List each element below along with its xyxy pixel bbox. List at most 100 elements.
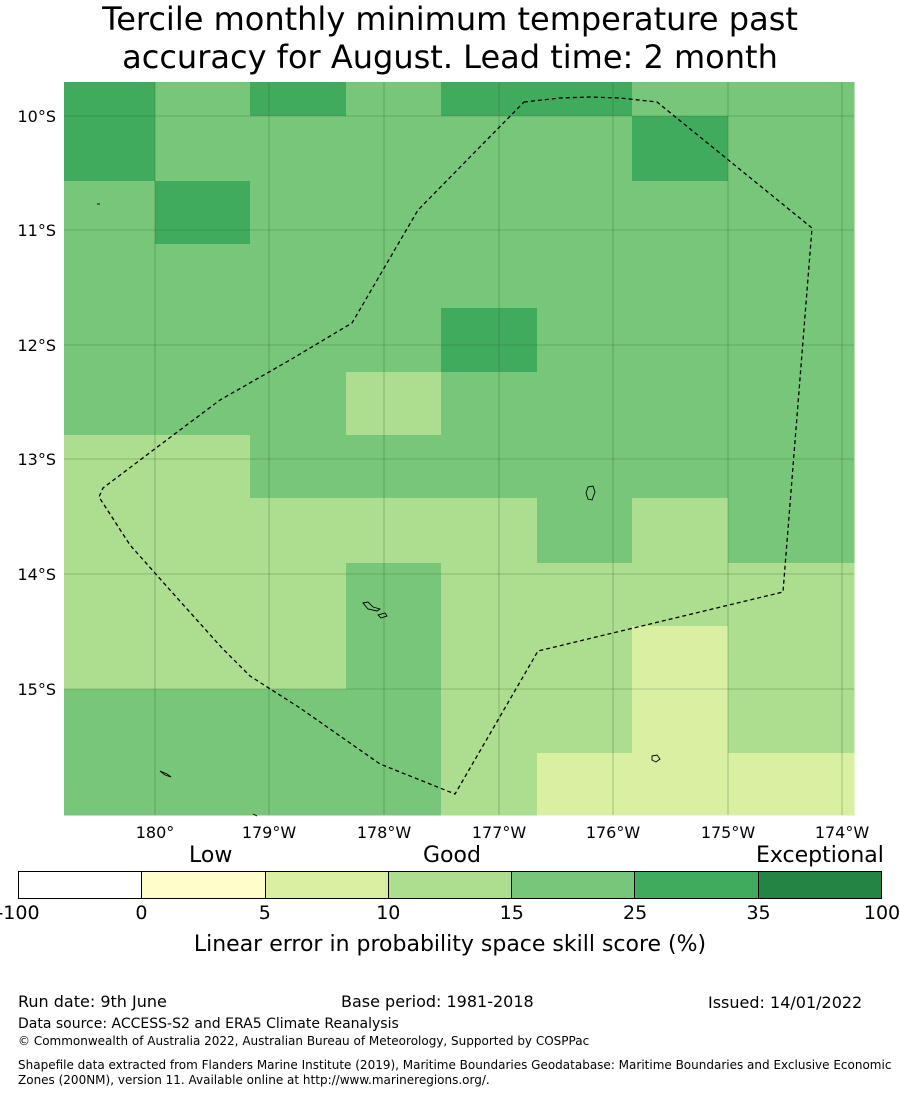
eez-boundary	[98, 96, 813, 795]
grid-cell	[64, 435, 156, 499]
base-period: Base period: 1981-2018	[341, 992, 534, 1011]
colorbar-label: Linear error in probability space skill …	[193, 932, 707, 957]
colorbar-tick-label: 15	[499, 902, 524, 924]
latitude-label: 10°S	[17, 107, 56, 126]
grid-cell	[632, 82, 729, 117]
grid-cell	[346, 689, 442, 754]
grid-cell	[728, 435, 855, 499]
title-line-1: Tercile monthly minimum temperature past	[102, 0, 798, 38]
colorbar-tick-label: 10	[376, 902, 401, 924]
grid-cell	[728, 181, 855, 245]
grid-cell	[250, 372, 347, 436]
grid-cell	[537, 498, 633, 564]
grid-cell	[537, 753, 633, 816]
legend-category-low: Low	[189, 843, 233, 868]
map-title: Tercile monthly minimum temperature past…	[0, 0, 900, 76]
longitude-label: 174°W	[815, 823, 870, 840]
grid-cell	[537, 435, 633, 499]
latitude-label: 14°S	[17, 565, 56, 584]
grid-cell	[346, 435, 442, 499]
grid-cell	[155, 244, 251, 309]
grid-cell	[441, 626, 538, 690]
colorbar-tick-label: 25	[623, 902, 648, 924]
grid-cell	[728, 372, 855, 436]
grid-cell	[441, 563, 538, 627]
grid-cell	[64, 82, 156, 117]
grid-cell	[155, 181, 251, 245]
colorbar-segment	[19, 872, 143, 898]
grid-cell	[537, 181, 633, 245]
grid-cell	[250, 244, 347, 309]
grid-cell	[728, 498, 855, 564]
grid-cell	[537, 626, 633, 690]
grid-cell	[537, 689, 633, 754]
grid-cell	[64, 372, 156, 436]
island-islet-southwest	[159, 770, 172, 778]
grid-cell	[728, 308, 855, 373]
grid-cell	[346, 372, 442, 436]
grid-cell	[728, 82, 855, 117]
grid-cell	[441, 116, 538, 182]
grid-cell	[537, 82, 633, 117]
grid-cell	[250, 498, 347, 564]
shapefile-credit: Shapefile data extracted from Flanders M…	[18, 1058, 892, 1087]
grid-cell	[155, 116, 251, 182]
grid-cell	[441, 82, 538, 117]
copyright: © Commonwealth of Australia 2022, Austra…	[18, 1034, 590, 1048]
grid-cell	[728, 689, 855, 754]
skill-grid	[64, 82, 855, 816]
grid-cell	[346, 626, 442, 690]
grid-cell	[64, 308, 156, 373]
grid-cell	[155, 372, 251, 436]
colorbar-tick-label: 100	[863, 902, 900, 924]
grid-cell	[632, 244, 729, 309]
grid-cell	[155, 753, 251, 816]
grid-cell	[632, 626, 729, 690]
latitude-label: 12°S	[17, 336, 56, 355]
grid-cell	[250, 435, 347, 499]
grid-cell	[728, 116, 855, 182]
title-line-2: accuracy for August. Lead time: 2 month	[122, 38, 778, 76]
colorbar	[18, 871, 882, 899]
latitude-label: 13°S	[17, 450, 56, 469]
island-nukufetau-islet	[377, 612, 388, 619]
run-date: Run date: 9th June	[18, 992, 167, 1011]
colorbar-tick-label: 5	[258, 902, 271, 924]
legend-category-good: Good	[423, 843, 481, 868]
grid-cell	[632, 308, 729, 373]
colorbar-tick-label: -100	[0, 902, 40, 924]
grid-cell	[64, 689, 156, 754]
legend-category-exceptional: Exceptional	[756, 843, 884, 868]
grid-cell	[250, 116, 347, 182]
grid-cell	[632, 372, 729, 436]
island-funafuti	[585, 485, 596, 501]
grid-cell	[632, 181, 729, 245]
grid-cell	[250, 308, 347, 373]
grid-cell	[155, 435, 251, 499]
grid-cell	[632, 563, 729, 627]
grid-cell	[346, 116, 442, 182]
island-islet-south	[252, 813, 258, 817]
grid-cell	[155, 82, 251, 117]
issued-date: Issued: 14/01/2022	[708, 993, 863, 1012]
colorbar-tick-label: 0	[135, 902, 148, 924]
grid-cell	[537, 244, 633, 309]
longitude-label: 178°W	[357, 823, 412, 840]
latitude-label: 11°S	[17, 221, 56, 240]
grid-cell	[441, 308, 538, 373]
grid-cell	[346, 308, 442, 373]
longitude-label: 179°W	[242, 823, 297, 840]
map-gridlines	[64, 82, 854, 815]
island-islet-east	[651, 754, 661, 763]
grid-cell	[250, 753, 347, 816]
grid-cell	[250, 82, 347, 117]
grid-cell	[441, 435, 538, 499]
latitude-label: 15°S	[17, 680, 56, 699]
longitude-label: 180°	[136, 823, 175, 840]
grid-cell	[64, 753, 156, 816]
grid-cell	[64, 498, 156, 564]
grid-cell	[155, 498, 251, 564]
grid-cell	[441, 181, 538, 245]
colorbar-tick-label: 35	[746, 902, 771, 924]
grid-cell	[64, 626, 156, 690]
